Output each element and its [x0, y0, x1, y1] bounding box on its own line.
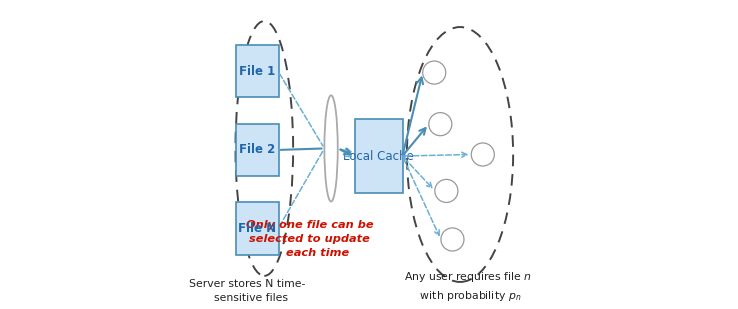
Text: Any user requires file $n$
  with probability $p_n$: Any user requires file $n$ with probabil…	[404, 270, 531, 303]
Circle shape	[423, 61, 446, 84]
FancyBboxPatch shape	[236, 45, 278, 97]
Circle shape	[441, 228, 464, 251]
FancyBboxPatch shape	[236, 202, 278, 255]
Circle shape	[435, 180, 458, 202]
Text: File 1: File 1	[239, 65, 275, 78]
Circle shape	[472, 143, 494, 166]
Text: Only one file can be
selected to update
    each time: Only one file can be selected to update …	[246, 220, 373, 258]
Text: Local Cache: Local Cache	[343, 150, 414, 163]
Text: File 2: File 2	[239, 143, 275, 156]
Circle shape	[429, 112, 452, 136]
Text: Server stores N time-
  sensitive files: Server stores N time- sensitive files	[190, 279, 306, 303]
FancyBboxPatch shape	[236, 124, 278, 176]
Text: File N: File N	[238, 222, 277, 235]
FancyBboxPatch shape	[355, 119, 403, 193]
